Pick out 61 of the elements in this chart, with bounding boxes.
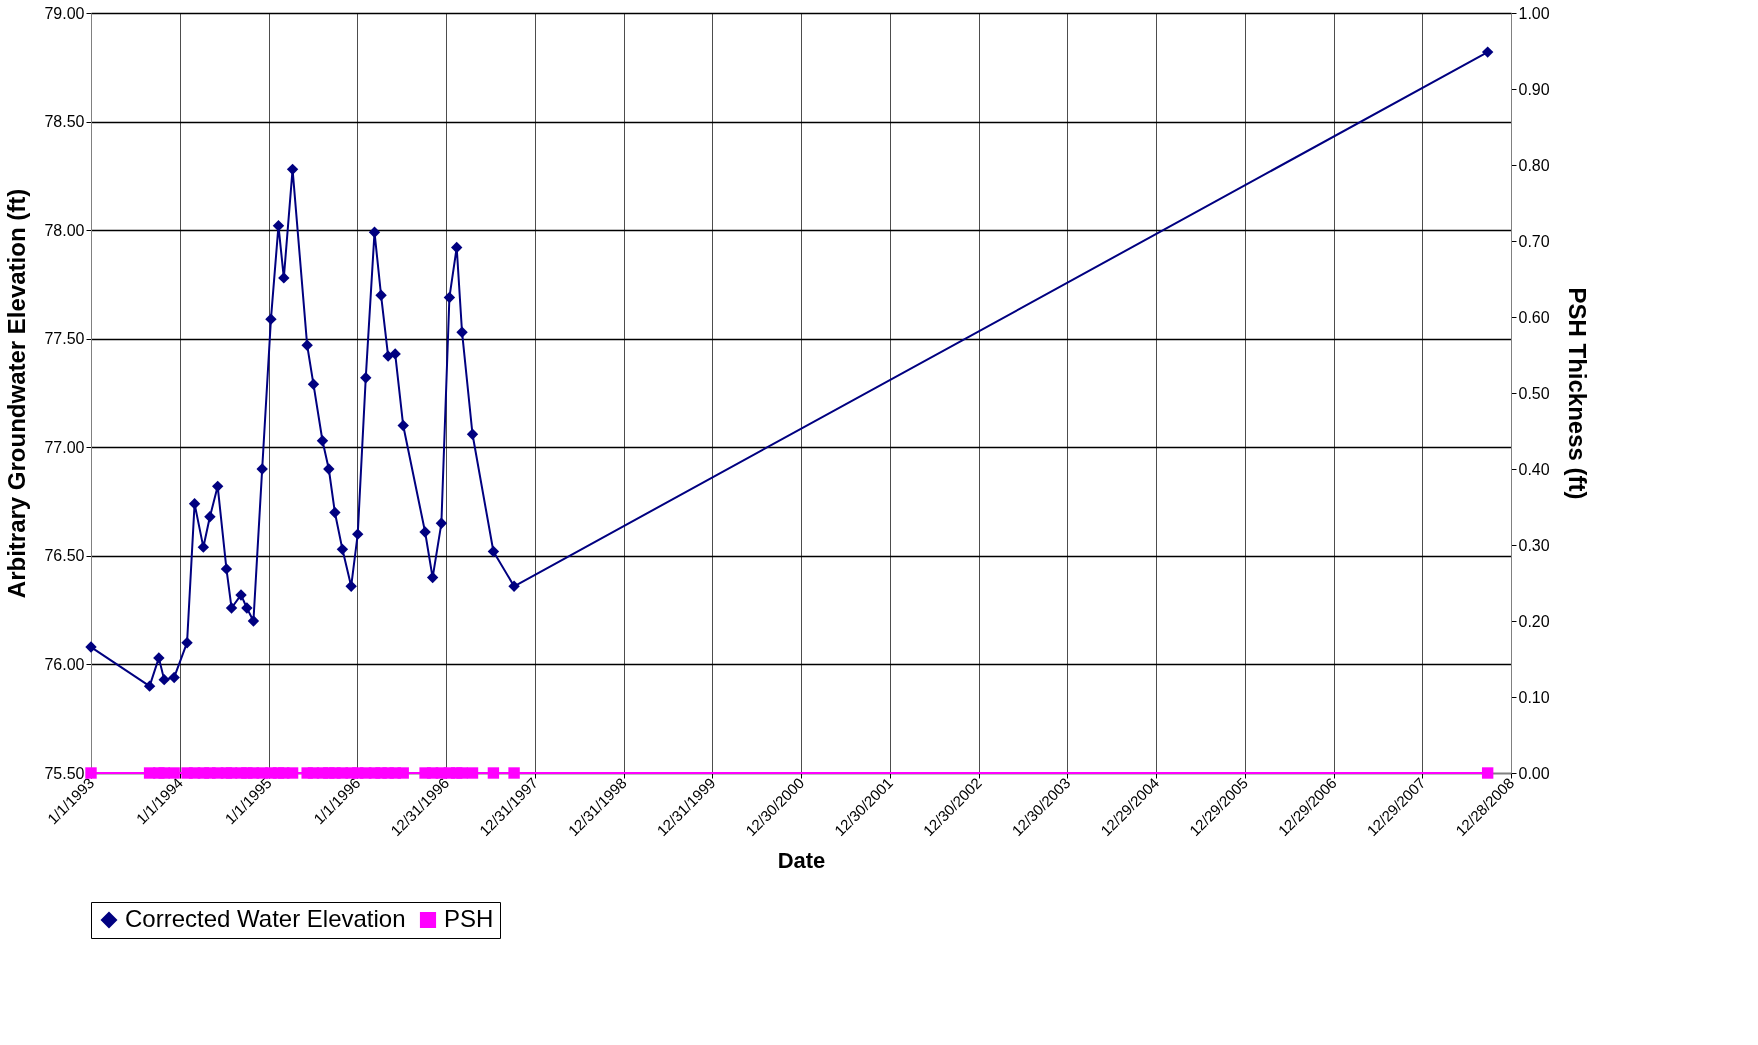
point: [265, 313, 277, 325]
y-tick-label: 77.50: [44, 330, 85, 348]
y2-tick-label: 0.90: [1518, 80, 1550, 98]
y-axis-title: Arbitrary Groundwater Elevation (ft): [3, 188, 31, 599]
y-tick-label: 79.00: [44, 4, 85, 22]
point: [158, 673, 170, 686]
point: [247, 615, 260, 627]
point: [168, 671, 180, 684]
point: [85, 641, 97, 653]
y-tick-label: 76.00: [44, 655, 85, 673]
y2-tick-label: 0.60: [1518, 308, 1550, 326]
point: [143, 680, 156, 692]
point: [375, 289, 387, 301]
point: [316, 435, 329, 447]
point: [1481, 46, 1494, 58]
point: [153, 652, 165, 664]
point: [389, 348, 401, 360]
y2-tick-label: 0.50: [1518, 384, 1550, 402]
y-tick-label: 77.00: [44, 438, 85, 456]
point: [456, 326, 468, 338]
point: [235, 589, 247, 601]
point: [419, 526, 431, 538]
y2-tick-label: 0.30: [1518, 536, 1550, 554]
y-tick-label: 76.50: [44, 547, 85, 565]
point: [188, 498, 201, 510]
point: [204, 511, 216, 523]
y2-tick-label: 0.40: [1518, 460, 1550, 478]
point: [435, 517, 448, 529]
point: [508, 580, 520, 592]
point: [360, 372, 372, 384]
y-tick-label: 78.50: [44, 113, 85, 131]
x-axis-title: Date: [777, 848, 826, 874]
point: [352, 528, 364, 540]
point: [256, 463, 268, 475]
y2-tick-label: 0.20: [1518, 612, 1550, 630]
point: [397, 419, 409, 432]
point: [307, 378, 320, 391]
point: [220, 563, 233, 575]
legend-label: PSH: [444, 905, 494, 932]
point: [345, 580, 357, 592]
point: [241, 602, 253, 614]
point: [225, 602, 238, 614]
point: [443, 291, 456, 304]
y-tick-label: 78.00: [44, 221, 85, 239]
y2-axis-title: PSH Thickness (ft): [1563, 287, 1591, 500]
point: [278, 272, 290, 284]
legend-label: Corrected Water Elevation: [125, 905, 406, 932]
point: [466, 428, 479, 440]
y2-tick-label: 0.00: [1518, 764, 1550, 782]
point: [368, 226, 381, 239]
y2-tick-label: 0.10: [1518, 688, 1550, 706]
point: [301, 339, 313, 351]
y2-tick-label: 0.70: [1518, 232, 1550, 250]
point: [323, 463, 335, 475]
point: [336, 543, 349, 556]
y2-tick-label: 0.80: [1518, 156, 1550, 174]
point: [487, 545, 500, 558]
point: [181, 637, 193, 649]
point: [329, 506, 341, 519]
y2-tick-label: 1.00: [1518, 4, 1550, 22]
point: [197, 541, 210, 553]
